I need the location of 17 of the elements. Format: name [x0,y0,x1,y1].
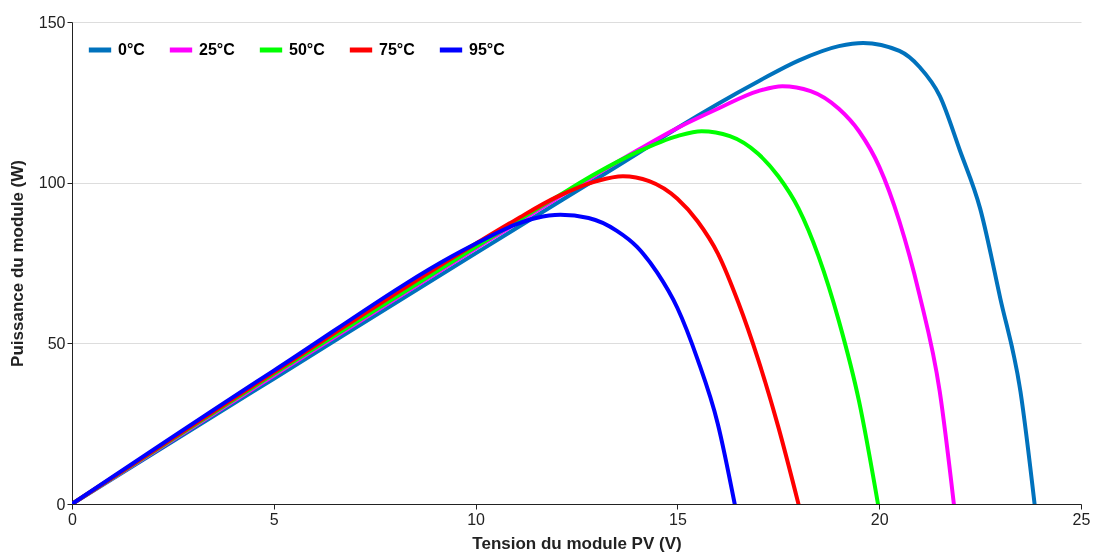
y-tick-label: 150 [38,13,66,31]
y-tick-label: 50 [47,334,66,352]
legend-label: 0°C [118,41,146,58]
x-tick-label: 25 [1072,510,1091,528]
x-tick-label: 10 [467,510,486,528]
legend-label: 50°C [289,41,326,58]
y-tick-label: 0 [56,495,66,513]
x-tick-label: 15 [669,510,687,528]
legend-label: 95°C [469,41,506,58]
x-axis-title: Tension du module PV (V) [472,533,682,553]
x-tick-label: 5 [269,510,279,528]
x-tick-label: 20 [870,510,889,528]
y-tick-label: 100 [38,174,66,192]
legend-label: 75°C [379,41,416,58]
y-axis-title: Puissance du module (W) [7,160,27,367]
legend-label: 25°C [199,41,236,58]
x-tick-label: 0 [68,510,78,528]
